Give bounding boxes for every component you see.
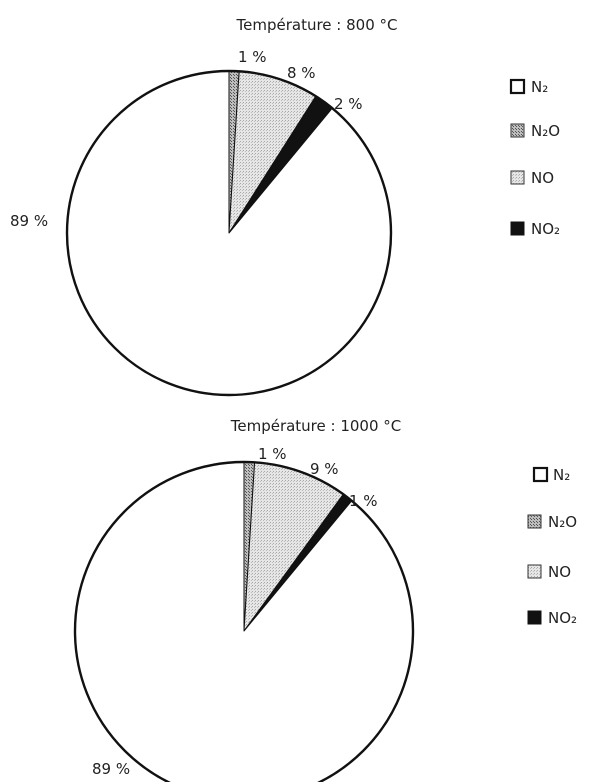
slice-label-n2o: 1 % [238, 48, 267, 66]
legend-swatch-no [510, 170, 525, 185]
legend-label-no2: NO₂ [531, 220, 560, 238]
legend-label-no: NO [548, 563, 571, 581]
legend-label-n2o: N₂O [548, 513, 577, 531]
legend-item-n2: N₂ [509, 78, 548, 96]
legend-swatch-no2 [510, 221, 525, 236]
pie-slices-1000 [73, 460, 415, 782]
pie-chart-1000: Température : 1000 °C 89 % 1 % 9 % 1 % N… [73, 417, 577, 782]
pie-labels-1000: 89 % 1 % 9 % 1 % [92, 445, 378, 778]
chart-title-1000: Température : 1000 °C [230, 417, 402, 435]
legend-label-n2: N₂ [531, 78, 548, 96]
legend-item-no2: NO₂ [510, 220, 560, 238]
slice-label-no: 8 % [287, 64, 316, 82]
legend-item-n2o: N₂O [527, 513, 577, 531]
slice-label-n2o: 1 % [258, 445, 287, 463]
legend-label-n2: N₂ [553, 466, 570, 484]
legend-800: N₂ N₂O NO NO₂ [509, 78, 560, 238]
slice-label-n2: 89 % [10, 212, 48, 230]
legend-swatch-no [527, 564, 542, 579]
chart-title-800: Température : 800 °C [236, 16, 398, 34]
pie-chart-800: Température : 800 °C 89 % 1 % 8 % 2 % N₂… [10, 16, 560, 397]
legend-item-no: NO [510, 169, 554, 187]
legend-1000: N₂ N₂O NO NO₂ [527, 466, 577, 627]
legend-label-no2: NO₂ [548, 609, 577, 627]
legend-label-n2o: N₂O [531, 122, 560, 140]
legend-label-no: NO [531, 169, 554, 187]
legend-item-n2: N₂ [532, 466, 570, 484]
pie-slices-800 [65, 69, 393, 397]
legend-swatch-n2o [527, 514, 542, 529]
legend-swatch-no2 [527, 610, 542, 625]
legend-item-no2: NO₂ [527, 609, 577, 627]
legend-swatch-n2o [510, 123, 525, 138]
slice-label-no: 9 % [310, 460, 339, 478]
legend-swatch-n2 [532, 466, 549, 483]
legend-swatch-n2 [509, 78, 526, 95]
pie-outline [73, 460, 415, 782]
pie-outline [65, 69, 393, 397]
legend-item-n2o: N₂O [510, 122, 560, 140]
legend-item-no: NO [527, 563, 571, 581]
slice-label-n2: 89 % [92, 760, 130, 778]
pie-slice-n2 [66, 70, 392, 396]
pie-labels-800: 89 % 1 % 8 % 2 % [10, 48, 363, 230]
slice-label-no2: 2 % [334, 95, 363, 113]
slice-label-no2: 1 % [349, 492, 378, 510]
